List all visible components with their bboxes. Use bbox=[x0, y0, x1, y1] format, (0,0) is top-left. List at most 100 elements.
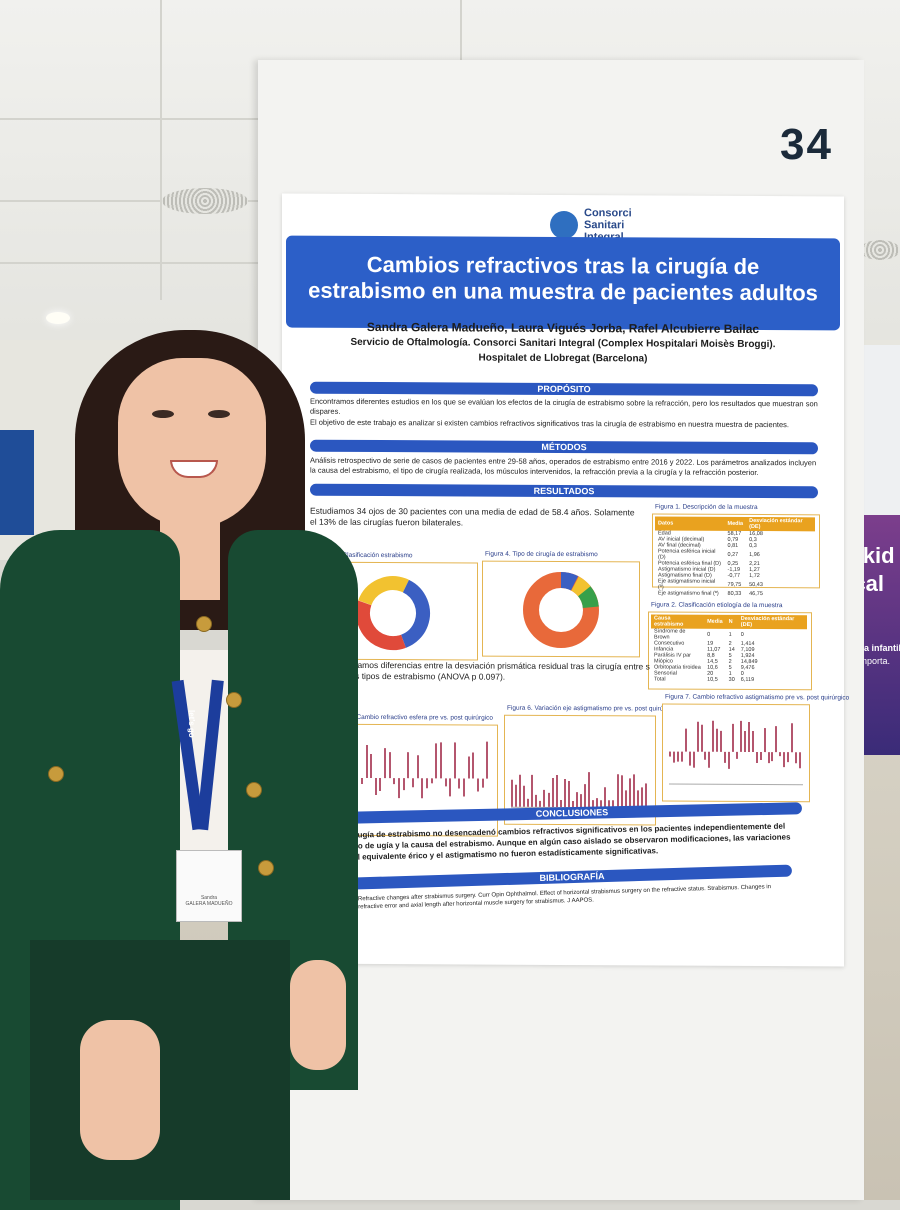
chart-bar bbox=[543, 789, 546, 807]
presenter-hand-right bbox=[290, 960, 346, 1070]
figure2-caption: Figura 2. Clasificación etiología de la … bbox=[651, 601, 783, 610]
ceiling-vent bbox=[162, 188, 248, 214]
chart-bar bbox=[767, 751, 770, 764]
data-table: Datos Media Desviación estándar (DE) Edad 58… bbox=[655, 516, 815, 597]
jacket-button bbox=[246, 782, 262, 798]
chart-bar bbox=[486, 742, 489, 779]
figure6-caption: Figura 6. Variación eje astigmatismo pre… bbox=[507, 704, 678, 713]
figure4-donut-chart bbox=[523, 571, 599, 648]
chart-bar bbox=[616, 774, 619, 808]
ceiling-vent bbox=[860, 240, 900, 260]
chart-bar bbox=[559, 799, 562, 807]
chart-bar bbox=[449, 778, 452, 797]
chart-bar bbox=[632, 773, 635, 808]
chart-bar bbox=[640, 787, 643, 808]
chart-bar bbox=[712, 720, 715, 752]
chart-bar bbox=[739, 720, 742, 752]
chart-bar bbox=[531, 774, 534, 807]
table-row: Potencia esférica inicial (D) 0,27 1,96 bbox=[655, 548, 815, 561]
chart-bar bbox=[472, 752, 475, 779]
chart-bar bbox=[795, 751, 798, 764]
table-cell: 79,75 bbox=[727, 581, 742, 588]
chart-bar bbox=[696, 722, 699, 752]
table-header-cell: Causa estrabismo bbox=[651, 614, 705, 629]
chart-bar bbox=[430, 778, 433, 784]
jacket-button bbox=[48, 766, 64, 782]
chart-bar bbox=[732, 724, 735, 752]
chart-bar bbox=[692, 751, 695, 769]
presenter-face bbox=[118, 358, 266, 528]
board-number: 34 bbox=[780, 120, 833, 169]
chart-bar bbox=[547, 793, 550, 807]
chart-bar bbox=[551, 777, 554, 807]
ceiling-light bbox=[46, 312, 70, 324]
figure7-caption: Figura 7. Cambio refractivo astigmatismo… bbox=[665, 693, 850, 702]
presenter-hand-left bbox=[80, 1020, 160, 1160]
chart-bar bbox=[672, 751, 675, 763]
chart-bar bbox=[751, 731, 754, 752]
table-cell: Total bbox=[654, 676, 666, 683]
chart-bar bbox=[799, 751, 802, 769]
chart-bar bbox=[736, 751, 738, 760]
table-cell: Eje astigmatismo final (º) bbox=[658, 590, 719, 597]
section-resultados: RESULTADOS bbox=[310, 483, 818, 499]
presenter-eye-left bbox=[152, 410, 174, 418]
chart-bar bbox=[563, 779, 566, 808]
table-header-cell: Media bbox=[724, 516, 747, 531]
chart-bar bbox=[704, 751, 707, 760]
chart-bar bbox=[787, 751, 790, 763]
ceiling-tile-line bbox=[160, 0, 162, 300]
section-metodos: MÉTODOS bbox=[310, 439, 818, 455]
chart-bar bbox=[515, 784, 518, 807]
chart-bar bbox=[688, 751, 691, 766]
table-cell: 0 bbox=[707, 631, 711, 638]
poster-title-band: Cambios refractivos tras la cirugía de e… bbox=[286, 235, 840, 331]
chart-bar bbox=[567, 780, 570, 808]
jacket-button bbox=[196, 616, 212, 632]
chart-bar bbox=[463, 778, 466, 797]
table-row: Total 10,5 30 6,119 bbox=[651, 676, 807, 683]
chart-bar bbox=[555, 775, 558, 807]
figure4-caption: Figura 4. Tipo de cirugía de estrabismo bbox=[485, 550, 598, 559]
chart-bar bbox=[421, 778, 424, 799]
poster-title-line1: Cambios refractivos tras la cirugía de bbox=[366, 251, 760, 280]
table-row: Eje astigmatismo final (º) 80,33 46,75 bbox=[655, 590, 815, 597]
left-wall-sign bbox=[0, 430, 34, 535]
table-row: Eje astigmatismo inicial (º) 79,75 50,43 bbox=[655, 578, 815, 591]
chart-bar bbox=[425, 778, 428, 788]
proposito-text1: Encontramos diferentes estudios en los q… bbox=[310, 396, 818, 416]
chart-bar bbox=[783, 751, 786, 767]
table-cell: 80,33 bbox=[727, 590, 742, 597]
presenter: let's go Sandra GALERA MADUEÑO bbox=[0, 320, 370, 1210]
table-cell: Síndrome de Brown bbox=[654, 628, 686, 641]
ceiling-tile-line bbox=[0, 118, 260, 120]
chart-bar bbox=[393, 777, 396, 785]
chart-bar bbox=[684, 728, 687, 752]
figure6-bars bbox=[511, 735, 649, 809]
chart-bar bbox=[716, 729, 719, 752]
badge-name-line1: Sandra bbox=[200, 895, 218, 901]
figure3-panel: Figura 3. Clasificación estrabismo bbox=[312, 552, 478, 661]
jacket-button bbox=[258, 860, 274, 876]
presenter-trousers bbox=[30, 940, 290, 1200]
chart-bar bbox=[539, 801, 542, 807]
figure2-table: Causa estrabismo Media N Desviación estánda… bbox=[651, 614, 807, 683]
chart-bar bbox=[523, 785, 526, 807]
table-cell: 30 bbox=[728, 676, 735, 683]
data-table: Causa estrabismo Media N Desviación estánda… bbox=[651, 614, 807, 683]
chart-bar bbox=[620, 774, 623, 808]
table-header-cell: Media bbox=[704, 614, 726, 629]
chart-bar bbox=[724, 751, 727, 764]
table-cell: Potencia esférica inicial (D) bbox=[658, 548, 716, 561]
chart-bar bbox=[477, 778, 480, 792]
chart-bar bbox=[580, 793, 582, 808]
table-cell: 50,43 bbox=[749, 581, 763, 589]
figure2-panel: Figura 2. Clasificación etiología de la … bbox=[648, 601, 812, 691]
chart-bar bbox=[511, 779, 513, 807]
logo-line2: Sanitari bbox=[584, 219, 625, 232]
table-cell: 1 bbox=[728, 631, 732, 638]
chart-bar bbox=[755, 751, 758, 764]
chart-bar bbox=[398, 777, 401, 799]
ceiling-tile-line bbox=[0, 262, 260, 264]
chart-bar bbox=[407, 751, 410, 779]
